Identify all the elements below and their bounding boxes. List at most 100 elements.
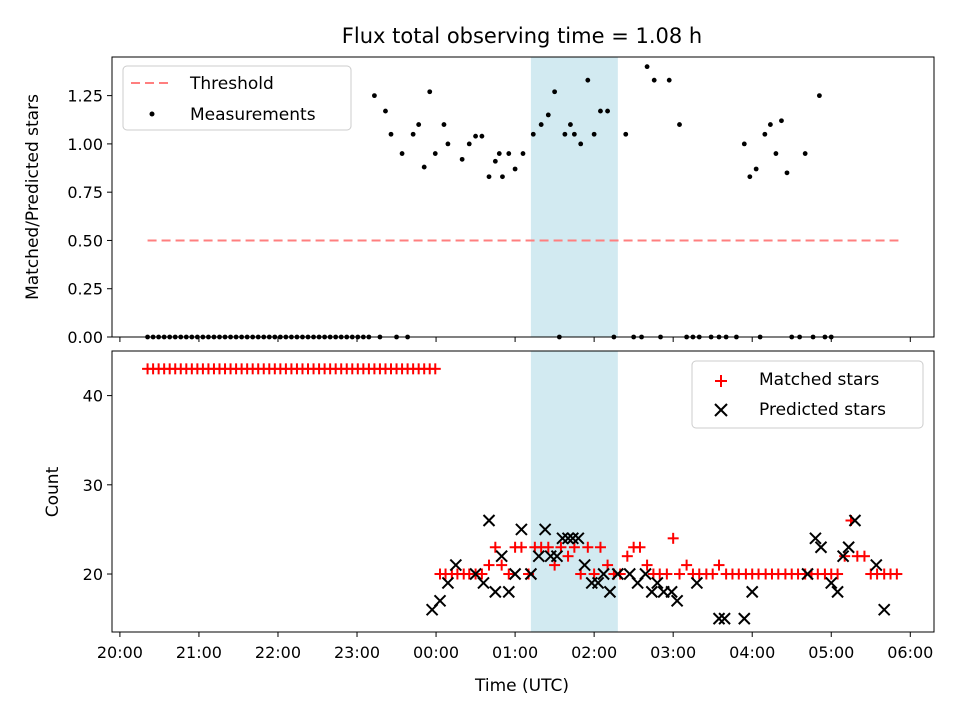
bottom-y-axis: 20 30 40 [83,387,112,584]
predicted-star-point [842,541,855,554]
measurement-point [779,118,784,124]
measurement-point [784,170,790,176]
predicted-star-point [738,612,751,625]
matched-star-point [594,541,606,553]
top-x-ticks [119,337,911,342]
predicted-star-point [814,541,828,554]
predicted-star-point [449,558,463,572]
matched-star-point [858,550,870,562]
predicted-star-point [825,576,838,590]
measurement-point [399,151,405,156]
top-y-tick-label: 1.25 [67,87,103,106]
predicted-star-point [611,567,625,581]
measurement-point [666,77,672,83]
predicted-stars-series [425,514,891,625]
predicted-star-point [645,585,659,599]
predicted-star-point [508,567,522,581]
x-axis-label: Time (UTC) [474,676,569,696]
bottom-x-tick-label: 21:00 [176,643,222,662]
matched-star-point [582,541,594,553]
chart-title: Flux total observing time = 1.08 h [342,24,702,48]
top-shaded-span [530,57,618,337]
measurement-point [473,133,478,139]
predicted-star-point [477,576,490,590]
top-y-tick-label: 0.50 [67,231,103,250]
matched-star-point [483,559,495,571]
matched-star-point [661,568,673,580]
measurement-point [538,122,544,127]
measurement-point [441,122,447,127]
measurement-point [466,141,472,147]
predicted-star-point [801,567,814,581]
measurement-point [383,108,388,114]
bottom-x-tick-label: 22:00 [255,643,301,662]
matched-star-point [429,363,441,375]
predicted-star-point [836,549,850,563]
predicted-star-point [831,585,844,599]
measurement-point [747,174,753,180]
matched-star-point [832,568,844,580]
predicted-star-point [572,532,585,545]
measurement-point [530,131,536,137]
matched-star-point [562,550,574,562]
measurement-point [816,93,822,99]
predicted-star-point [746,585,759,599]
bottom-y-tick-label: 40 [83,387,103,406]
matched-star-point [621,550,633,562]
predicted-star-point [651,576,664,590]
measurement-point [506,151,512,156]
bottom-legend: Matched stars Predicted stars [691,360,924,429]
matched-star-point [641,559,653,571]
measurement-point [644,64,650,70]
legend-predicted-label: Predicted stars [759,400,886,420]
top-y-tick-label: 0.00 [67,328,103,347]
bottom-y-tick-label: 30 [83,476,103,495]
predicted-star-point [441,576,455,590]
measurement-point [552,89,558,95]
measurement-point [512,166,518,172]
predicted-star-point [597,567,610,581]
predicted-star-point [561,532,575,545]
measurement-point [568,122,573,127]
bottom-plot-frame [111,350,935,633]
top-y-tick-label: 1.00 [67,135,103,154]
measurement-point [598,108,603,114]
matched-star-point [496,559,508,571]
predicted-star-point [591,576,605,590]
measurement-point [486,174,492,180]
bottom-x-tick-label: 06:00 [887,643,933,662]
measurement-point [741,141,747,147]
measurement-point [496,151,502,156]
predicted-star-point [538,523,552,536]
measurement-point [492,158,498,164]
matched-star-point [476,568,488,580]
bottom-shaded-span [530,351,618,632]
measurement-point [388,131,394,137]
top-legend-box [122,65,352,131]
matched-star-point [673,568,685,580]
predicted-star-point [670,594,684,607]
bottom-x-tick-label: 20:00 [97,643,143,662]
matched-star-point [489,541,501,553]
predicted-star-point [433,594,447,607]
measurement-point [591,131,597,137]
matched-star-point [891,568,903,580]
measurement-point [372,93,377,99]
bottom-y-tick-label: 20 [83,565,103,584]
legend-matched-label: Matched stars [759,370,879,390]
predicted-star-point [639,567,652,581]
measurement-point [578,141,584,147]
legend-threshold-label: Threshold [189,74,274,94]
matched-stars-series [142,363,903,580]
top-y-label: Matched/Predicted stars [23,94,43,300]
measurement-point [545,112,551,118]
bottom-x-tick-label: 23:00 [334,643,380,662]
predicted-star-point [556,532,569,545]
legend-predicted-swatch [714,403,728,417]
predicted-star-point [848,514,862,527]
measurement-point [520,151,526,156]
bottom-panel: 20 30 40 20:00 21:00 22:00 23:00 00:00 01:00 02:… [43,350,935,696]
matched-star-point [542,541,554,553]
matched-star-point [634,541,646,553]
top-y-axis: 0.00 0.25 0.50 0.75 1.00 1.25 [67,87,112,347]
